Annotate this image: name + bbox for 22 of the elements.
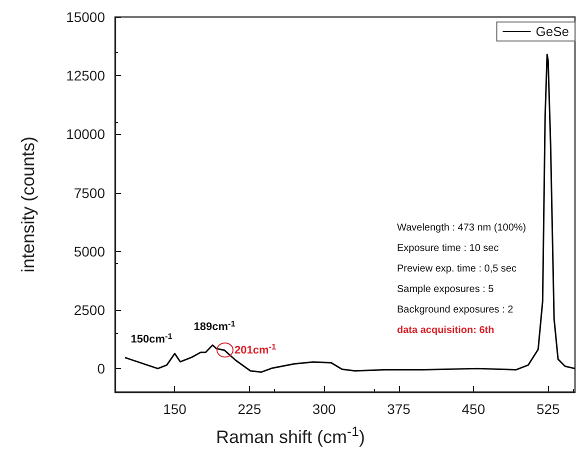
- x-tick-label: 525: [536, 401, 560, 417]
- y-tick-label: 15000: [66, 9, 106, 25]
- y-tick-label: 0: [97, 360, 106, 377]
- y-tick-label: 7500: [74, 184, 106, 201]
- x-tick-label: 150: [163, 401, 187, 417]
- x-tick-label: 225: [238, 401, 262, 417]
- annotation: Sample exposures : 5: [397, 284, 494, 295]
- x-tick-label: 300: [312, 401, 336, 417]
- annotation: Wavelength : 473 nm (100%): [397, 222, 526, 234]
- line-series: [124, 54, 576, 373]
- legend-label: GeSe: [536, 24, 570, 39]
- annotation: Exposure time : 10 sec: [397, 243, 499, 254]
- x-tick-label: 450: [462, 401, 486, 417]
- annotation: data acquisition: 6th: [397, 325, 494, 336]
- x-tick-label: 375: [387, 401, 411, 417]
- annotation: Background exposures : 2: [397, 304, 514, 316]
- y-tick-label: 10000: [66, 126, 106, 142]
- y-axis-title: intensity (counts): [18, 136, 38, 273]
- y-tick-label: 12500: [66, 68, 106, 84]
- annotation: Preview exp. time : 0,5 sec: [397, 264, 516, 274]
- y-tick-label: 5000: [74, 243, 106, 260]
- y-tick-label: 2500: [74, 302, 106, 318]
